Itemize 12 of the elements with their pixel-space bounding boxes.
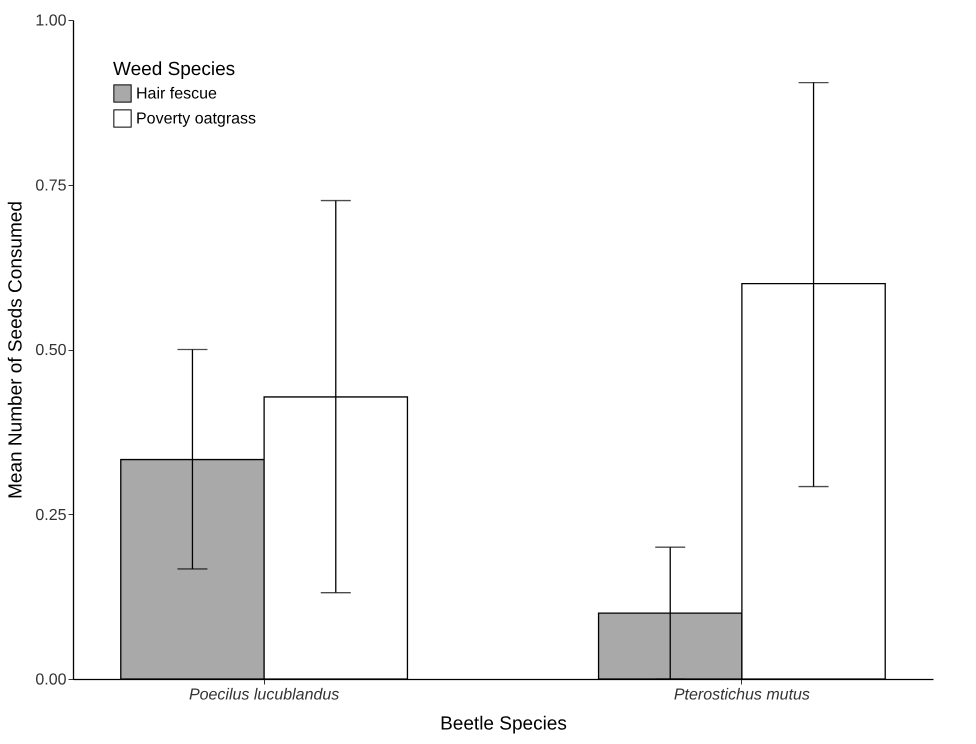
legend-label: Hair fescue	[136, 86, 218, 102]
x-tick-label: Poecilus lucublandus	[188, 686, 340, 704]
y-tick-label: 1.00	[35, 12, 67, 30]
legend-label: Poverty oatgrass	[136, 110, 256, 128]
legend-title: Weed Species	[113, 59, 236, 80]
y-tick-label: 0.75	[35, 177, 67, 194]
y-tick-label: 0.50	[35, 342, 67, 359]
y-tick-label: 0.00	[35, 672, 67, 688]
x-tick-label: Pterostichus mutus	[674, 686, 810, 704]
x-axis-title: Beetle Species	[440, 714, 567, 734]
y-axis-title: Mean Number of Seeds Consumed	[5, 201, 26, 499]
y-tick-label: 0.25	[35, 506, 67, 524]
